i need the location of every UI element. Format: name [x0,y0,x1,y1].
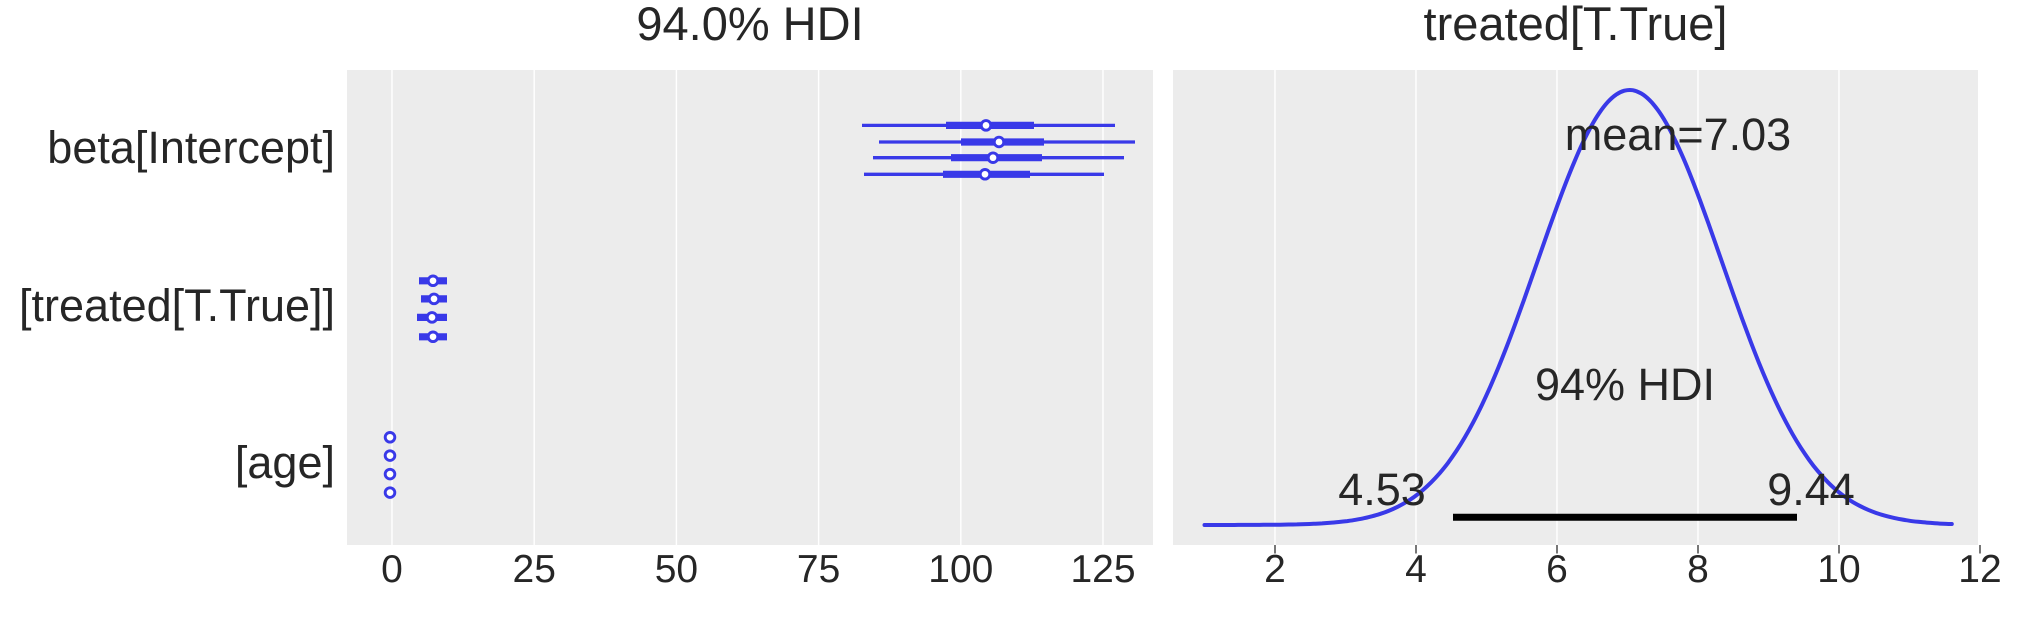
svg-text:[treated[T.True]]: [treated[T.True]] [19,280,335,331]
svg-text:100: 100 [928,548,993,591]
svg-text:6: 6 [1546,548,1568,591]
svg-text:8: 8 [1687,548,1709,591]
svg-text:4.53: 4.53 [1338,464,1426,515]
svg-text:75: 75 [797,548,840,591]
svg-text:50: 50 [655,548,698,591]
svg-text:25: 25 [513,548,556,591]
svg-text:treated[T.True]: treated[T.True] [1424,0,1728,50]
svg-text:9.44: 9.44 [1767,464,1855,515]
svg-text:[age]: [age] [235,437,335,488]
svg-text:beta[Intercept]: beta[Intercept] [47,122,335,173]
svg-text:0: 0 [381,548,403,591]
svg-text:2: 2 [1264,548,1286,591]
svg-text:12: 12 [1958,548,2001,591]
svg-text:mean=7.03: mean=7.03 [1565,109,1791,160]
svg-text:10: 10 [1817,548,1860,591]
svg-text:94.0% HDI: 94.0% HDI [636,0,863,50]
svg-text:4: 4 [1405,548,1427,591]
svg-text:125: 125 [1070,548,1135,591]
svg-text:94% HDI: 94% HDI [1535,359,1715,410]
